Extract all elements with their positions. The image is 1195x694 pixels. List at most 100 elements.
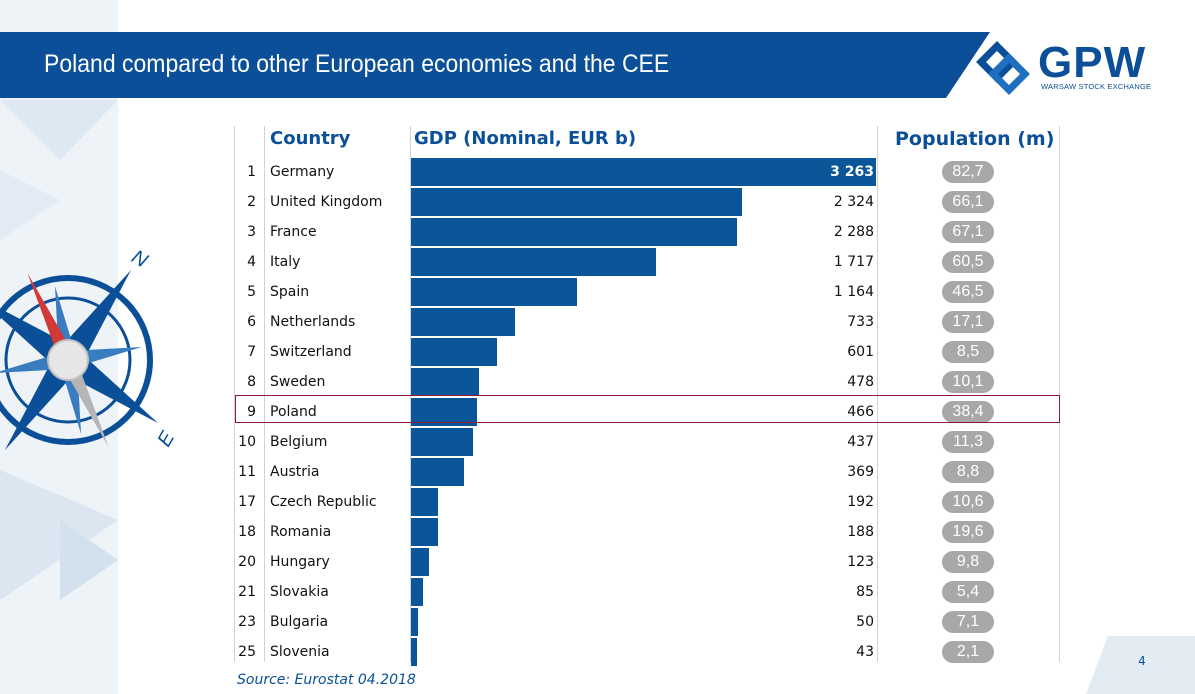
gdp-bar <box>411 518 438 546</box>
gdp-bar <box>411 338 497 366</box>
rank-label: 11 <box>238 464 256 480</box>
population-badge: 10,1 <box>942 371 994 393</box>
population-badge: 8,8 <box>942 461 994 483</box>
rank-label: 23 <box>238 614 256 630</box>
population-badge: 19,6 <box>942 521 994 543</box>
gdp-bar <box>411 638 417 666</box>
rank-label: 3 <box>247 224 256 240</box>
logo-text: GPW <box>1038 38 1147 87</box>
gdp-value-label: 2 324 <box>833 194 874 210</box>
gdp-value-label: 601 <box>847 344 874 360</box>
page-number: 4 <box>1138 654 1146 668</box>
rank-label: 9 <box>247 404 256 420</box>
rank-label: 21 <box>238 584 256 600</box>
page-title: Poland compared to other European econom… <box>44 50 670 78</box>
population-badge: 82,7 <box>942 161 994 183</box>
population-badge: 9,8 <box>942 551 994 573</box>
gdp-bar <box>411 548 429 576</box>
gdp-bar <box>411 428 473 456</box>
population-badge: 11,3 <box>942 431 994 453</box>
table-border-right <box>1059 126 1060 662</box>
gdp-value-label: 85 <box>856 584 874 600</box>
country-label: United Kingdom <box>270 194 383 210</box>
gdp-bar <box>411 368 479 396</box>
gdp-bar <box>411 398 477 426</box>
triangle-pattern <box>0 100 118 600</box>
rank-label: 5 <box>247 284 256 300</box>
gdp-value-label: 1 164 <box>833 284 874 300</box>
gdp-value-label: 369 <box>847 464 874 480</box>
population-badge: 46,5 <box>942 281 994 303</box>
population-badge: 38,4 <box>942 401 994 423</box>
gdp-bar <box>411 458 464 486</box>
table-border-left <box>234 126 235 662</box>
population-badge: 66,1 <box>942 191 994 213</box>
population-badge: 10,6 <box>942 491 994 513</box>
country-label: Netherlands <box>270 314 356 330</box>
country-label: Romania <box>270 524 332 540</box>
country-label: Austria <box>270 464 320 480</box>
gdp-column-divider <box>410 126 411 662</box>
gdp-value-label: 2 288 <box>833 224 874 240</box>
gdp-bar <box>411 218 737 246</box>
country-column-header: Country <box>270 128 351 149</box>
rank-label: 1 <box>247 164 256 180</box>
gdp-value-label: 466 <box>847 404 874 420</box>
gdp-bar <box>411 188 742 216</box>
population-column-divider <box>877 126 878 662</box>
country-label: Czech Republic <box>270 494 377 510</box>
source-note: Source: Eurostat 04.2018 <box>237 672 416 688</box>
country-label: Hungary <box>270 554 330 570</box>
population-badge: 8,5 <box>942 341 994 363</box>
gdp-value-label: 123 <box>847 554 874 570</box>
gdp-bar <box>411 278 577 306</box>
country-label: Sweden <box>270 374 326 390</box>
compass-icon <box>0 269 159 451</box>
gdp-bar <box>411 308 515 336</box>
gpw-logo-icon <box>976 41 1030 95</box>
header-banner <box>0 32 990 98</box>
gdp-bar <box>411 608 418 636</box>
population-badge: 67,1 <box>942 221 994 243</box>
gdp-value-label: 3 263 <box>830 164 874 180</box>
rank-label: 7 <box>247 344 256 360</box>
rank-label: 4 <box>247 254 256 270</box>
gdp-bar <box>411 488 438 516</box>
gdp-bar <box>411 578 423 606</box>
country-label: Germany <box>270 164 335 180</box>
left-decor-band <box>0 0 118 694</box>
rank-column-divider <box>264 126 265 662</box>
page-number-tab <box>1086 636 1195 694</box>
gdp-value-label: 1 717 <box>833 254 874 270</box>
population-badge: 17,1 <box>942 311 994 333</box>
country-label: Italy <box>270 254 301 270</box>
gdp-value-label: 437 <box>847 434 874 450</box>
country-label: France <box>270 224 317 240</box>
rank-label: 10 <box>238 434 256 450</box>
country-label: Poland <box>270 404 317 420</box>
rank-label: 2 <box>247 194 256 210</box>
logo-subtitle: WARSAW STOCK EXCHANGE <box>1041 82 1152 91</box>
rank-label: 17 <box>238 494 256 510</box>
gdp-value-label: 50 <box>856 614 874 630</box>
gdp-value-label: 478 <box>847 374 874 390</box>
rank-label: 25 <box>238 644 256 660</box>
gdp-value-label: 188 <box>847 524 874 540</box>
rank-label: 6 <box>247 314 256 330</box>
gdp-column-header: GDP (Nominal, EUR b) <box>414 128 637 149</box>
gdp-value-label: 733 <box>847 314 874 330</box>
gdp-value-label: 43 <box>856 644 874 660</box>
population-badge: 5,4 <box>942 581 994 603</box>
gdp-bar <box>411 248 656 276</box>
country-label: Slovenia <box>270 644 330 660</box>
rank-label: 8 <box>247 374 256 390</box>
country-label: Slovakia <box>270 584 329 600</box>
country-label: Belgium <box>270 434 328 450</box>
country-label: Switzerland <box>270 344 352 360</box>
population-badge: 60,5 <box>942 251 994 273</box>
population-badge: 7,1 <box>942 611 994 633</box>
rank-label: 20 <box>238 554 256 570</box>
poland-highlight-box <box>235 395 1060 423</box>
gdp-bar <box>411 158 876 186</box>
rank-label: 18 <box>238 524 256 540</box>
